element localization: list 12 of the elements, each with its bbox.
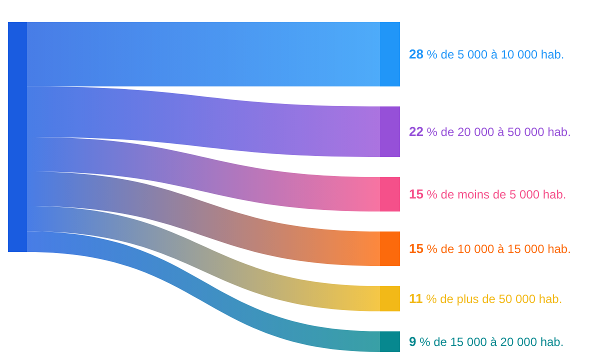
category-label: % de moins de 5 000 hab. (423, 187, 566, 202)
data-label: 15 (409, 186, 424, 202)
category-label: % de 10 000 à 15 000 hab. (423, 242, 571, 256)
category-label: % de 15 000 à 20 000 hab. (416, 334, 564, 349)
data-label: 11 (409, 290, 423, 306)
category-label: % de plus de 50 000 hab. (422, 292, 562, 306)
data-label: 9 (409, 334, 416, 349)
category-label: % de 20 000 à 50 000 hab. (423, 124, 571, 139)
data-label: 15 (409, 240, 424, 256)
category-label: % de 5 000 à 10 000 hab. (423, 47, 564, 62)
data-label: 22 (409, 124, 424, 139)
data-label: 28 (409, 46, 424, 62)
